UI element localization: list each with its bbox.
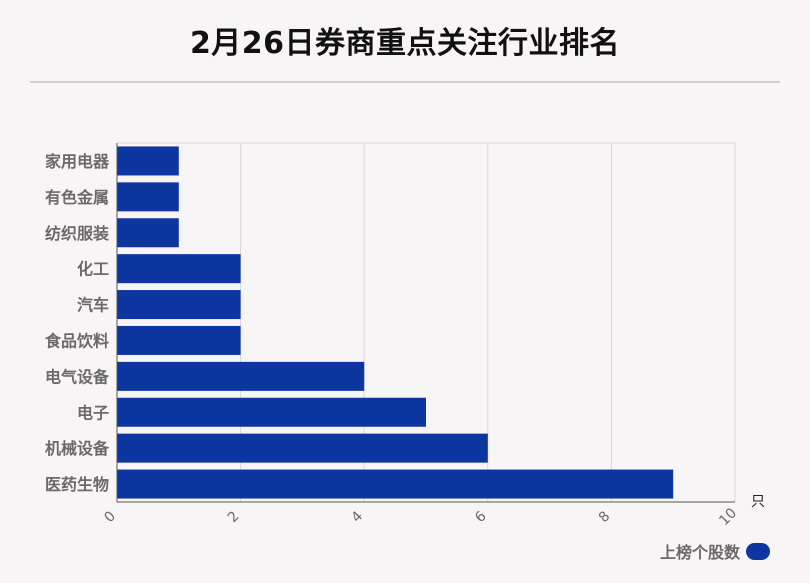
- x-tick-label: 2: [225, 508, 243, 526]
- title-divider: [30, 81, 780, 83]
- category-label: 汽车: [77, 296, 109, 315]
- bar: [117, 218, 179, 248]
- bar: [117, 361, 365, 391]
- x-tick-label: 4: [349, 508, 367, 526]
- category-label: 有色金属: [45, 188, 109, 207]
- category-label: 纺织服装: [45, 224, 109, 243]
- x-tick-label: 8: [596, 508, 614, 526]
- bar: [117, 469, 674, 499]
- bar: [117, 397, 426, 427]
- category-label: 电子: [77, 403, 109, 422]
- x-tick-label: 6: [472, 508, 490, 526]
- category-label: 食品饮料: [44, 331, 109, 350]
- bar: [117, 182, 179, 212]
- category-label: 医药生物: [45, 475, 109, 494]
- legend-label: 上榜个股数: [659, 543, 740, 562]
- legend-swatch: [746, 542, 770, 560]
- bar: [117, 146, 179, 176]
- bar: [117, 254, 241, 284]
- category-label: 机械设备: [45, 439, 110, 458]
- category-label: 家用电器: [45, 152, 110, 171]
- x-tick-label: 10: [716, 505, 740, 529]
- x-unit-label: 只: [751, 494, 765, 510]
- bar: [117, 290, 241, 320]
- bar: [117, 325, 241, 355]
- chart-title: 2月26日券商重点关注行业排名: [189, 26, 621, 61]
- x-tick-label: 0: [101, 508, 119, 526]
- bar: [117, 433, 488, 463]
- category-label: 化工: [77, 260, 109, 279]
- legend[interactable]: 上榜个股数: [659, 541, 770, 562]
- category-label: 电气设备: [45, 367, 110, 386]
